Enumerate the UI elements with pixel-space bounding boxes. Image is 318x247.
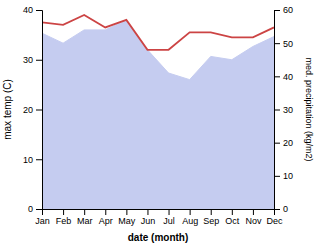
tick: Sep xyxy=(203,209,219,226)
tick-label: May xyxy=(118,216,136,226)
tick-mark xyxy=(169,209,170,215)
tick: Feb xyxy=(56,209,72,226)
tick-mark xyxy=(274,43,280,44)
axis-line xyxy=(43,210,275,216)
tick: 10 xyxy=(23,155,42,165)
tick-mark xyxy=(105,209,106,215)
tick-label: Mar xyxy=(77,216,93,226)
y-axis: 0 10 20 30 40 xyxy=(23,5,43,214)
tick-label: Sep xyxy=(203,216,219,226)
tick-label: 40 xyxy=(23,5,33,15)
tick-label: Aug xyxy=(182,216,198,226)
tick-label: 60 xyxy=(283,5,293,15)
tick: May xyxy=(118,209,136,226)
tick-mark xyxy=(126,209,127,215)
axis-line xyxy=(275,11,281,210)
x-axis: Jan Feb Mar Apr May Jun Jul Aug Sep Oct Nov Dec xyxy=(35,209,283,226)
tick: Aug xyxy=(182,209,198,226)
tick: 30 xyxy=(274,105,293,115)
tick-label: Apr xyxy=(99,216,113,226)
tick: Mar xyxy=(77,209,93,226)
tick-mark xyxy=(63,209,64,215)
tick: 40 xyxy=(23,5,42,15)
tick-mark xyxy=(84,209,85,215)
tick: 0 xyxy=(274,204,288,214)
tick-mark xyxy=(274,176,280,177)
tick-label: 20 xyxy=(283,138,293,148)
y2-axis: 0 10 20 30 40 50 60 xyxy=(274,5,293,214)
tick-label: 0 xyxy=(28,204,33,214)
tick-mark xyxy=(274,110,280,111)
tick-mark xyxy=(36,10,42,11)
plot: JanFebMarAprMayJunJulAugSepOctNovDec0102… xyxy=(23,5,293,226)
tick-label: Nov xyxy=(245,216,262,226)
tick-mark xyxy=(36,60,42,61)
tick: Apr xyxy=(99,209,113,226)
tick-mark xyxy=(232,209,233,215)
tick-mark xyxy=(274,209,280,210)
y2-axis-title: med. precipitation (kg/m2) xyxy=(304,57,314,161)
tick-label: 10 xyxy=(23,155,33,165)
tick-label: Feb xyxy=(56,216,72,226)
tick: 10 xyxy=(274,171,293,181)
tick: 30 xyxy=(23,55,42,65)
tick-mark xyxy=(274,76,280,77)
tick-label: Jun xyxy=(141,216,156,226)
tick: Jul xyxy=(163,209,175,226)
line xyxy=(42,15,274,50)
tick-label: 20 xyxy=(23,105,33,115)
tick-mark xyxy=(253,209,254,215)
marks xyxy=(42,15,274,209)
tick: 20 xyxy=(23,105,42,115)
tick-mark xyxy=(190,209,191,215)
tick: 0 xyxy=(28,204,42,214)
tick-mark xyxy=(36,209,42,210)
tick-label: Jul xyxy=(163,216,175,226)
tick-label: 0 xyxy=(283,204,288,214)
tick-mark xyxy=(274,10,280,11)
tick: Dec xyxy=(266,209,283,226)
tick: Jun xyxy=(141,209,156,226)
tick: 60 xyxy=(274,5,293,15)
tick-label: 30 xyxy=(23,55,33,65)
axis-line xyxy=(36,11,43,210)
y-axis-title: max temp (C) xyxy=(2,79,13,140)
tick: 40 xyxy=(274,72,293,82)
tick-label: Jan xyxy=(35,216,50,226)
tick-mark xyxy=(36,110,42,111)
tick: Nov xyxy=(245,209,262,226)
x-axis-title: date (month) xyxy=(128,232,189,243)
tick: Oct xyxy=(225,209,240,226)
tick-label: 40 xyxy=(283,72,293,82)
tick: 20 xyxy=(274,138,293,148)
tick-label: 30 xyxy=(283,105,293,115)
tick-label: Oct xyxy=(225,216,240,226)
tick: Jan xyxy=(35,209,50,226)
tick: 50 xyxy=(274,39,293,49)
tick-label: 10 xyxy=(283,171,293,181)
tick-mark xyxy=(36,159,42,160)
tick-mark xyxy=(147,209,148,215)
area xyxy=(42,20,274,209)
tick-label: Dec xyxy=(266,216,283,226)
tick-label: 50 xyxy=(283,39,293,49)
tick-mark xyxy=(274,143,280,144)
chart: JanFebMarAprMayJunJulAugSepOctNovDec0102… xyxy=(0,0,318,247)
tick-mark xyxy=(211,209,212,215)
